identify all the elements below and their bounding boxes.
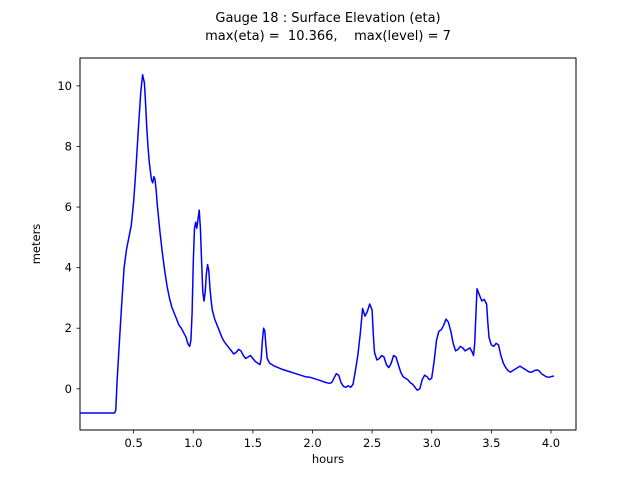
- x-tick-label: 1.5: [244, 436, 262, 450]
- x-tick-label: 3.0: [423, 436, 441, 450]
- y-tick-label: 4: [65, 261, 72, 275]
- x-tick-label: 0.5: [125, 436, 143, 450]
- x-axis-label: hours: [311, 452, 345, 466]
- chart-subtitle: max(eta) = 10.366, max(level) = 7: [205, 29, 451, 44]
- y-tick-label: 2: [65, 321, 72, 335]
- x-tick-label: 4.0: [542, 436, 560, 450]
- x-tick-label: 1.0: [184, 436, 202, 450]
- y-tick-label: 8: [65, 139, 72, 153]
- y-tick-label: 0: [65, 382, 72, 396]
- y-tick-label: 10: [57, 79, 72, 93]
- x-tick-label: 3.5: [482, 436, 500, 450]
- x-tick-label: 2.5: [363, 436, 381, 450]
- y-tick-label: 6: [65, 200, 72, 214]
- eta-series-line: [79, 74, 555, 414]
- chart-title: Gauge 18 : Surface Elevation (eta): [215, 11, 441, 26]
- axes-frame: [79, 57, 577, 431]
- x-tick-label: 2.0: [303, 436, 321, 450]
